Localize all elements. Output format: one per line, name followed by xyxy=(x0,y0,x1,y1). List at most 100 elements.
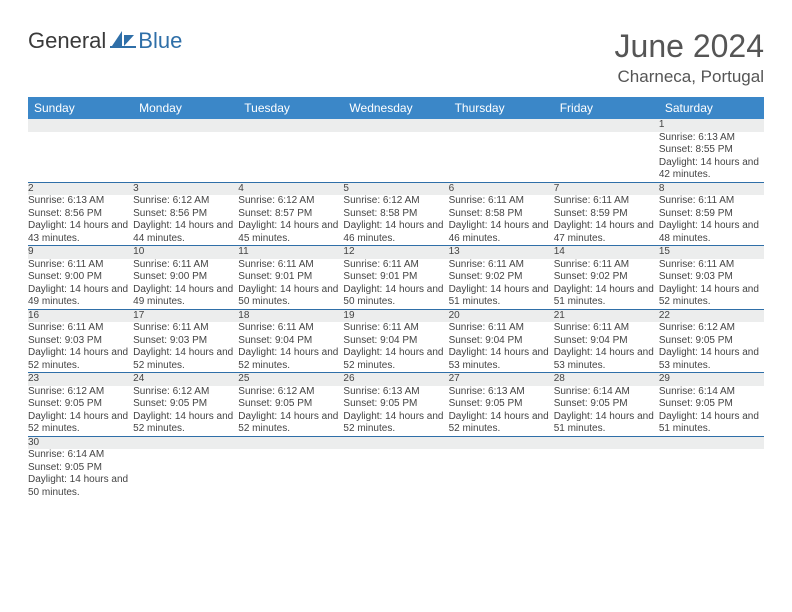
daylight-line: Daylight: 14 hours and 52 minutes. xyxy=(343,411,448,436)
daylight-line: Daylight: 14 hours and 47 minutes. xyxy=(554,220,659,245)
sunrise-line: Sunrise: 6:13 AM xyxy=(28,195,133,208)
daylight-line: Daylight: 14 hours and 52 minutes. xyxy=(238,347,343,372)
brand-logo: General Blue xyxy=(28,28,182,54)
sunrise-line: Sunrise: 6:13 AM xyxy=(343,386,448,399)
sunset-line: Sunset: 9:05 PM xyxy=(28,462,133,475)
sunset-line: Sunset: 8:58 PM xyxy=(343,208,448,221)
sunset-line: Sunset: 9:05 PM xyxy=(28,398,133,411)
day-details-cell: Sunrise: 6:13 AMSunset: 8:56 PMDaylight:… xyxy=(28,195,133,246)
sunrise-line: Sunrise: 6:14 AM xyxy=(659,386,764,399)
sunset-line: Sunset: 9:03 PM xyxy=(659,271,764,284)
daylight-line: Daylight: 14 hours and 49 minutes. xyxy=(28,284,133,309)
sunrise-line: Sunrise: 6:11 AM xyxy=(554,259,659,272)
daylight-line: Daylight: 14 hours and 52 minutes. xyxy=(133,347,238,372)
day-details-cell: Sunrise: 6:13 AMSunset: 8:55 PMDaylight:… xyxy=(659,132,764,183)
day-number-cell: 28 xyxy=(554,373,659,386)
sunset-line: Sunset: 9:00 PM xyxy=(133,271,238,284)
day-number-cell: 14 xyxy=(554,246,659,259)
day-number-cell: 16 xyxy=(28,309,133,322)
day-number-cell: 4 xyxy=(238,182,343,195)
day-details-cell: Sunrise: 6:12 AMSunset: 9:05 PMDaylight:… xyxy=(133,386,238,437)
day-number-cell xyxy=(449,436,554,449)
day-number-cell: 30 xyxy=(28,436,133,449)
sunrise-line: Sunrise: 6:11 AM xyxy=(659,259,764,272)
details-row: Sunrise: 6:14 AMSunset: 9:05 PMDaylight:… xyxy=(28,449,764,499)
day-number-cell xyxy=(554,436,659,449)
daylight-line: Daylight: 14 hours and 50 minutes. xyxy=(238,284,343,309)
sunset-line: Sunset: 9:05 PM xyxy=(343,398,448,411)
sunrise-line: Sunrise: 6:11 AM xyxy=(28,259,133,272)
daylight-line: Daylight: 14 hours and 53 minutes. xyxy=(449,347,554,372)
day-details-cell: Sunrise: 6:14 AMSunset: 9:05 PMDaylight:… xyxy=(28,449,133,499)
sunset-line: Sunset: 9:04 PM xyxy=(238,335,343,348)
daylight-line: Daylight: 14 hours and 51 minutes. xyxy=(449,284,554,309)
daylight-line: Daylight: 14 hours and 53 minutes. xyxy=(554,347,659,372)
sunset-line: Sunset: 9:04 PM xyxy=(343,335,448,348)
daynum-row: 16171819202122 xyxy=(28,309,764,322)
location: Charneca, Portugal xyxy=(615,67,764,87)
sunset-line: Sunset: 9:01 PM xyxy=(238,271,343,284)
day-details-cell xyxy=(343,449,448,499)
day-number-cell: 23 xyxy=(28,373,133,386)
daylight-line: Daylight: 14 hours and 51 minutes. xyxy=(659,411,764,436)
brand-text-2: Blue xyxy=(138,28,182,54)
sunset-line: Sunset: 9:00 PM xyxy=(28,271,133,284)
day-details-cell: Sunrise: 6:11 AMSunset: 9:02 PMDaylight:… xyxy=(554,259,659,310)
day-number-cell xyxy=(28,119,133,132)
details-row: Sunrise: 6:13 AMSunset: 8:56 PMDaylight:… xyxy=(28,195,764,246)
day-number-cell: 1 xyxy=(659,119,764,132)
day-number-cell: 5 xyxy=(343,182,448,195)
daylight-line: Daylight: 14 hours and 42 minutes. xyxy=(659,157,764,182)
day-details-cell: Sunrise: 6:12 AMSunset: 9:05 PMDaylight:… xyxy=(28,386,133,437)
day-number-cell xyxy=(343,436,448,449)
sunset-line: Sunset: 9:05 PM xyxy=(238,398,343,411)
sunset-line: Sunset: 9:03 PM xyxy=(133,335,238,348)
sunrise-line: Sunrise: 6:11 AM xyxy=(449,259,554,272)
day-details-cell: Sunrise: 6:11 AMSunset: 8:59 PMDaylight:… xyxy=(554,195,659,246)
daylight-line: Daylight: 14 hours and 52 minutes. xyxy=(238,411,343,436)
sunrise-line: Sunrise: 6:12 AM xyxy=(238,386,343,399)
day-details-cell xyxy=(238,132,343,183)
title-block: June 2024 Charneca, Portugal xyxy=(615,28,764,87)
day-details-cell: Sunrise: 6:11 AMSunset: 9:02 PMDaylight:… xyxy=(449,259,554,310)
sunset-line: Sunset: 8:59 PM xyxy=(554,208,659,221)
day-details-cell: Sunrise: 6:12 AMSunset: 8:57 PMDaylight:… xyxy=(238,195,343,246)
daylight-line: Daylight: 14 hours and 46 minutes. xyxy=(343,220,448,245)
day-details-cell: Sunrise: 6:11 AMSunset: 9:04 PMDaylight:… xyxy=(238,322,343,373)
sunrise-line: Sunrise: 6:13 AM xyxy=(659,132,764,145)
weekday-header: Wednesday xyxy=(343,97,448,119)
day-number-cell: 17 xyxy=(133,309,238,322)
sunset-line: Sunset: 9:04 PM xyxy=(554,335,659,348)
weekday-header: Thursday xyxy=(449,97,554,119)
day-details-cell: Sunrise: 6:11 AMSunset: 9:01 PMDaylight:… xyxy=(238,259,343,310)
sunrise-line: Sunrise: 6:11 AM xyxy=(343,259,448,272)
sunrise-line: Sunrise: 6:11 AM xyxy=(133,322,238,335)
day-number-cell: 13 xyxy=(449,246,554,259)
weekday-header: Tuesday xyxy=(238,97,343,119)
day-number-cell: 8 xyxy=(659,182,764,195)
sunset-line: Sunset: 9:05 PM xyxy=(449,398,554,411)
day-number-cell xyxy=(133,119,238,132)
day-details-cell: Sunrise: 6:11 AMSunset: 9:01 PMDaylight:… xyxy=(343,259,448,310)
day-number-cell: 2 xyxy=(28,182,133,195)
daynum-row: 30 xyxy=(28,436,764,449)
daynum-row: 2345678 xyxy=(28,182,764,195)
daynum-row: 9101112131415 xyxy=(28,246,764,259)
weekday-header: Friday xyxy=(554,97,659,119)
sunrise-line: Sunrise: 6:12 AM xyxy=(659,322,764,335)
sunrise-line: Sunrise: 6:12 AM xyxy=(238,195,343,208)
day-number-cell: 19 xyxy=(343,309,448,322)
calendar-table: Sunday Monday Tuesday Wednesday Thursday… xyxy=(28,97,764,499)
sunrise-line: Sunrise: 6:13 AM xyxy=(449,386,554,399)
day-details-cell: Sunrise: 6:12 AMSunset: 8:58 PMDaylight:… xyxy=(343,195,448,246)
page-title: June 2024 xyxy=(615,28,764,65)
sunrise-line: Sunrise: 6:12 AM xyxy=(133,386,238,399)
daynum-row: 23242526272829 xyxy=(28,373,764,386)
day-details-cell: Sunrise: 6:11 AMSunset: 9:04 PMDaylight:… xyxy=(343,322,448,373)
day-number-cell xyxy=(238,119,343,132)
daylight-line: Daylight: 14 hours and 44 minutes. xyxy=(133,220,238,245)
day-details-cell: Sunrise: 6:14 AMSunset: 9:05 PMDaylight:… xyxy=(659,386,764,437)
weekday-header-row: Sunday Monday Tuesday Wednesday Thursday… xyxy=(28,97,764,119)
day-details-cell: Sunrise: 6:11 AMSunset: 9:04 PMDaylight:… xyxy=(449,322,554,373)
daylight-line: Daylight: 14 hours and 52 minutes. xyxy=(343,347,448,372)
